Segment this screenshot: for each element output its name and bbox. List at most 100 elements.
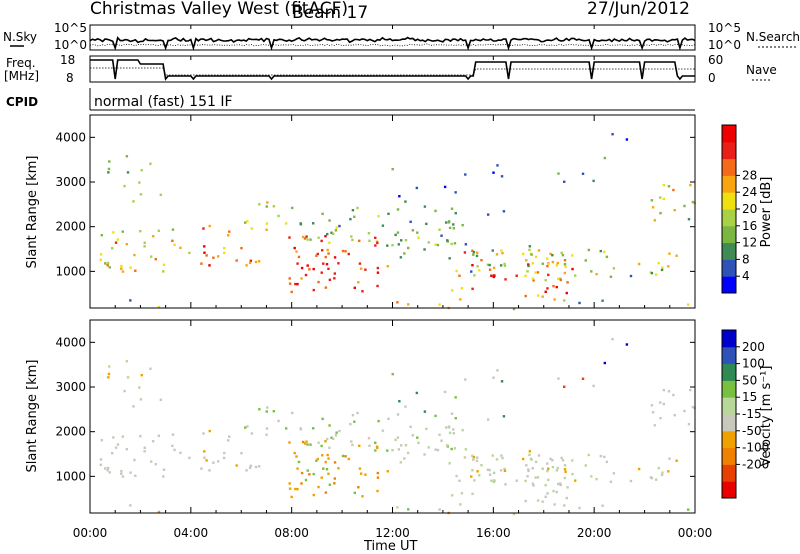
power-echo bbox=[108, 266, 111, 269]
velocity-echo bbox=[478, 474, 481, 477]
velocity-echo bbox=[250, 432, 253, 435]
velocity-echo bbox=[150, 460, 153, 463]
velocity-echo bbox=[235, 464, 238, 467]
power-echo bbox=[394, 233, 397, 237]
velocity-echo bbox=[531, 482, 535, 485]
power-echo bbox=[515, 274, 518, 277]
velocity-echo bbox=[472, 455, 476, 459]
power-echo bbox=[244, 221, 247, 224]
power-echo bbox=[565, 291, 568, 295]
velocity-echo bbox=[525, 464, 528, 467]
power-echo bbox=[559, 278, 563, 282]
velocity-echo bbox=[143, 446, 146, 450]
freq-unit: [MHz] bbox=[4, 69, 39, 83]
colorbar-swatch bbox=[722, 242, 736, 260]
power-echo bbox=[312, 288, 315, 292]
power-echo bbox=[471, 249, 474, 253]
velocity-echo bbox=[338, 429, 341, 433]
power-echo bbox=[327, 252, 330, 255]
velocity-echo bbox=[162, 468, 166, 471]
power-echo bbox=[374, 244, 377, 247]
power-echo bbox=[537, 249, 541, 252]
colorbar-tick-label: -50 bbox=[742, 424, 762, 438]
power-echo bbox=[536, 294, 540, 297]
velocity-echo bbox=[99, 463, 103, 467]
power-echo bbox=[291, 206, 294, 210]
velocity-echo bbox=[306, 469, 309, 472]
power-echo bbox=[325, 263, 329, 266]
velocity-echo bbox=[492, 480, 495, 484]
velocity-echo bbox=[108, 471, 111, 474]
power-echo bbox=[653, 219, 657, 222]
power-echo bbox=[450, 242, 453, 246]
velocity-echo bbox=[527, 469, 530, 473]
power-echo bbox=[423, 205, 427, 208]
power-echo bbox=[367, 231, 371, 235]
nsky-panel: N.Sky 10^5 10^0 10^5 10^0 N.Search bbox=[3, 21, 800, 52]
velocity-echo bbox=[143, 450, 146, 453]
velocity-echo bbox=[216, 460, 220, 463]
velocity-echo bbox=[335, 431, 338, 434]
site-title: Christmas Valley West (fitACF) bbox=[90, 0, 348, 19]
velocity-echo bbox=[208, 469, 211, 472]
velocity-echo bbox=[557, 482, 560, 486]
velocity-echo bbox=[686, 508, 690, 511]
velocity-echo bbox=[471, 492, 474, 496]
velocity-echo bbox=[416, 436, 419, 439]
power-echo bbox=[471, 264, 474, 267]
power-echo bbox=[438, 228, 441, 231]
power-echo bbox=[687, 218, 691, 221]
power-echo bbox=[521, 252, 525, 256]
power-echo bbox=[235, 259, 238, 262]
power-echo bbox=[573, 274, 577, 277]
power-echo bbox=[546, 257, 549, 260]
power-echo bbox=[659, 211, 662, 215]
power-echo bbox=[434, 243, 437, 246]
velocity-echo bbox=[374, 441, 377, 444]
power-echo bbox=[659, 196, 662, 199]
velocity-echo bbox=[563, 468, 567, 471]
power-echo bbox=[650, 199, 654, 202]
power-echo bbox=[452, 223, 455, 226]
velocity-echo bbox=[376, 476, 380, 479]
power-echo bbox=[549, 252, 552, 256]
velocity-echo bbox=[364, 473, 367, 476]
velocity-echo bbox=[328, 424, 331, 427]
velocity-echo bbox=[495, 458, 499, 461]
power-echo bbox=[662, 183, 666, 187]
velocity-echo bbox=[476, 456, 479, 459]
power-echo bbox=[472, 253, 475, 256]
velocity-frame bbox=[89, 319, 696, 514]
power-echo bbox=[250, 227, 253, 230]
power-echo bbox=[121, 230, 124, 233]
velocity-echo bbox=[157, 510, 161, 514]
power-echo bbox=[364, 268, 367, 271]
power-echo bbox=[150, 255, 153, 258]
colorbar-swatch bbox=[722, 464, 736, 482]
velocity-echo bbox=[223, 451, 226, 455]
velocity-echo bbox=[404, 405, 407, 408]
power-echo bbox=[246, 220, 249, 223]
velocity-echo bbox=[328, 483, 332, 487]
power-echo bbox=[347, 252, 350, 256]
power-echo bbox=[125, 155, 129, 158]
power-echo bbox=[312, 267, 315, 271]
velocity-echo bbox=[208, 429, 211, 433]
velocity-echo bbox=[351, 443, 354, 447]
power-echo bbox=[528, 245, 532, 248]
y-tick-label: 1000 bbox=[55, 469, 86, 483]
velocity-echo bbox=[100, 439, 104, 442]
velocity-echo bbox=[120, 469, 123, 473]
velocity-echo bbox=[320, 444, 323, 448]
power-echo bbox=[587, 248, 590, 252]
velocity-echo bbox=[592, 384, 595, 388]
velocity-echo bbox=[427, 446, 430, 449]
power-echo bbox=[584, 259, 587, 262]
velocity-echo bbox=[353, 491, 356, 495]
velocity-echo bbox=[188, 456, 191, 460]
power-echo bbox=[564, 265, 567, 268]
velocity-echo bbox=[399, 461, 403, 464]
power-echo bbox=[305, 235, 308, 238]
power-echo bbox=[448, 226, 452, 230]
power-echo bbox=[590, 270, 593, 273]
